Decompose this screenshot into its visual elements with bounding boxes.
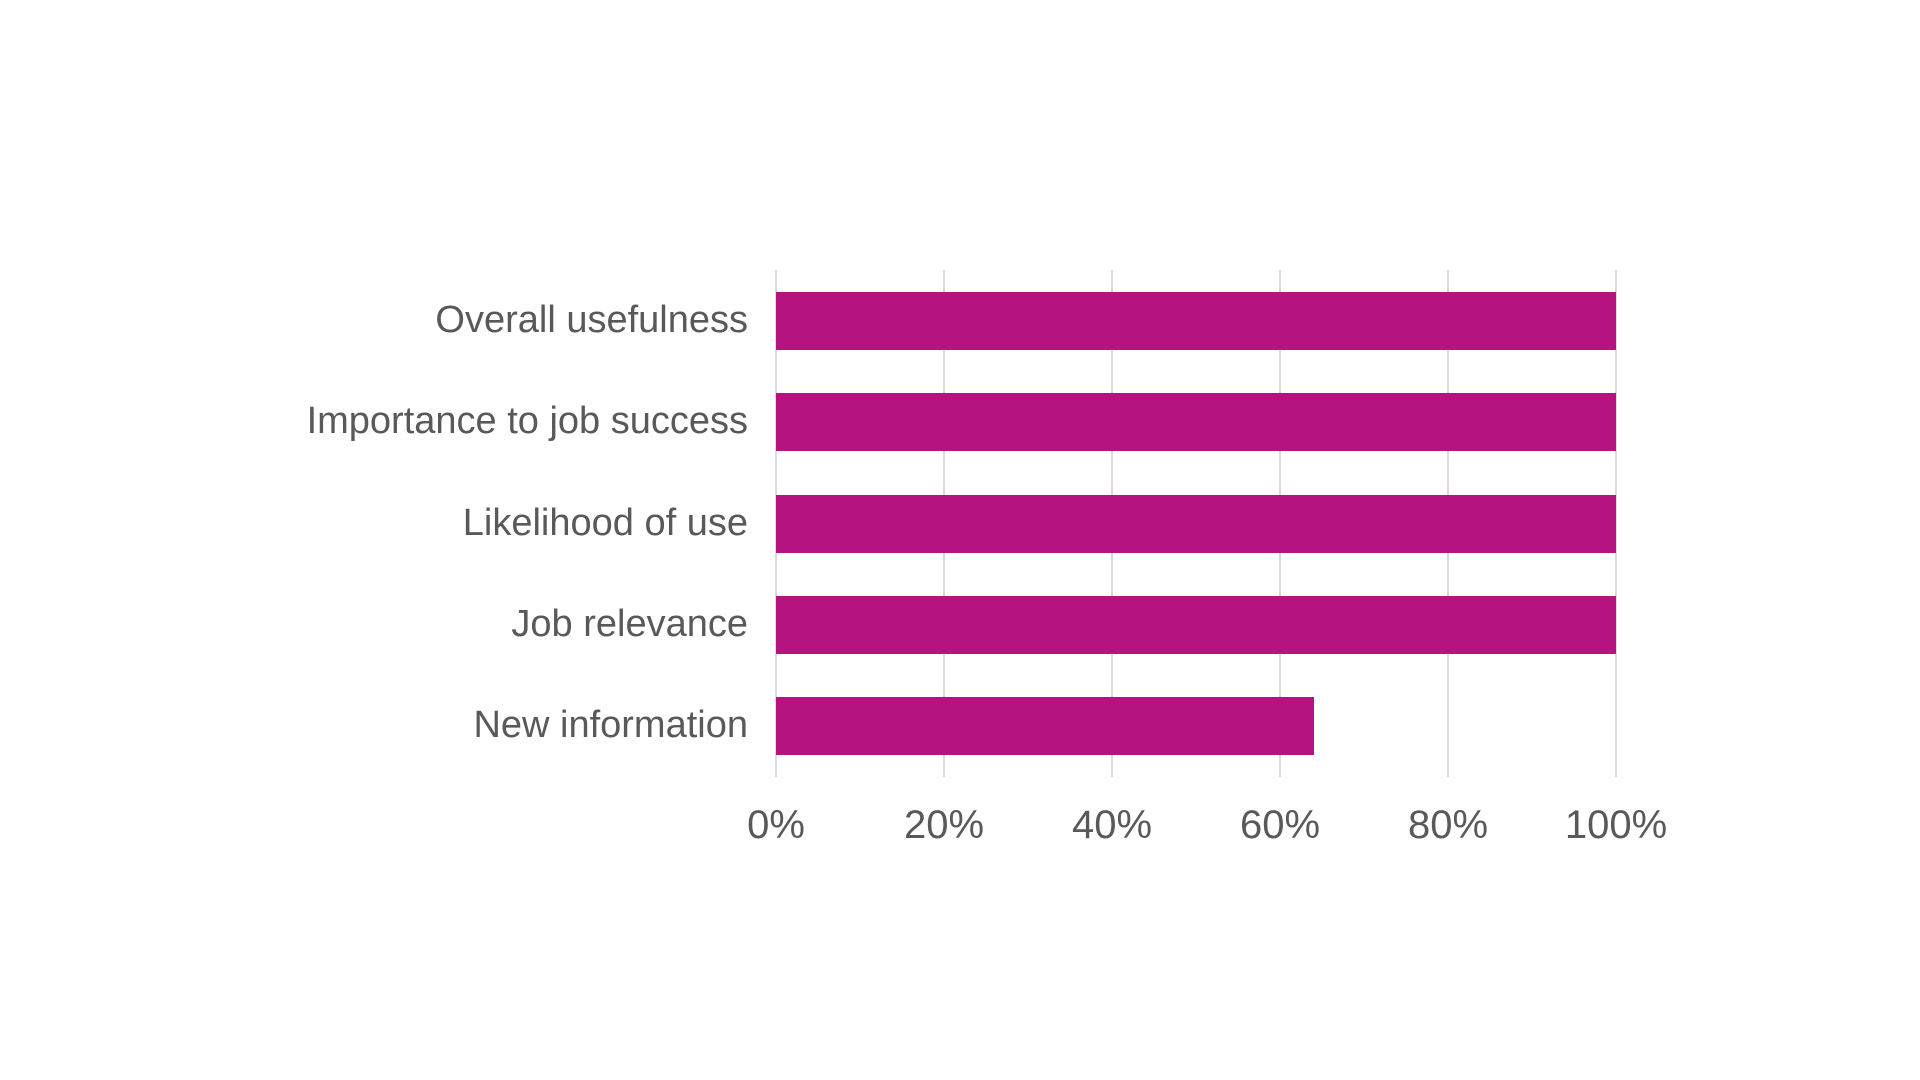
bar: [776, 291, 1616, 350]
bar: [776, 697, 1314, 756]
chart-row: Importance to job success: [262, 371, 1616, 472]
x-tick-label: 0%: [747, 803, 805, 847]
bar: [776, 393, 1616, 452]
bar: [776, 595, 1616, 654]
x-tick-label: 20%: [903, 803, 985, 847]
chart-row: Overall usefulness: [262, 270, 1616, 371]
x-tick-label: 60%: [1239, 803, 1321, 847]
category-label: Overall usefulness: [435, 298, 748, 341]
bar-track: [776, 270, 1616, 371]
x-axis-ticks: 0% 20% 40% 60% 80% 100%: [747, 803, 1667, 863]
bar-track: [776, 473, 1616, 574]
category-label: New information: [473, 704, 748, 747]
bar-track: [776, 574, 1616, 675]
category-label: Job relevance: [511, 603, 748, 646]
x-tick-label: 80%: [1407, 803, 1489, 847]
bar-chart: Overall usefulness Importance to job succ…: [262, 270, 1667, 870]
x-tick-label: 100%: [1564, 803, 1668, 847]
chart-row: New information: [262, 676, 1616, 777]
bar: [776, 494, 1616, 553]
category-label: Importance to job success: [306, 400, 748, 443]
x-tick-label: 40%: [1071, 803, 1153, 847]
bar-track: [776, 371, 1616, 472]
category-label: Likelihood of use: [462, 501, 748, 544]
chart-row: Job relevance: [262, 574, 1616, 675]
bar-track: [776, 676, 1616, 777]
chart-row: Likelihood of use: [262, 473, 1616, 574]
gridline: [1615, 270, 1617, 777]
chart-rows: Overall usefulness Importance to job succ…: [262, 270, 1616, 777]
